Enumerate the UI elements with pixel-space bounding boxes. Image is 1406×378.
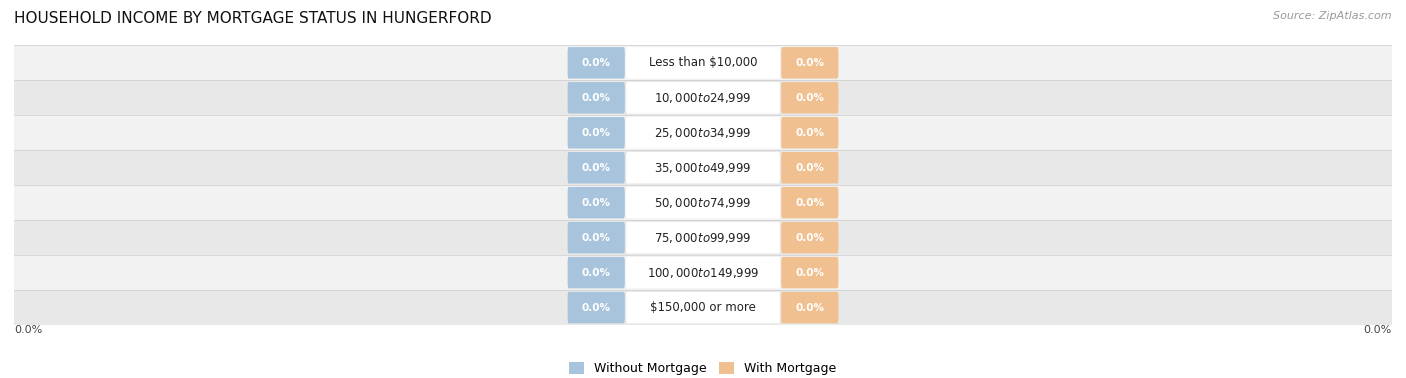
- Text: $100,000 to $149,999: $100,000 to $149,999: [647, 266, 759, 280]
- Text: Source: ZipAtlas.com: Source: ZipAtlas.com: [1274, 11, 1392, 21]
- FancyBboxPatch shape: [626, 117, 780, 149]
- FancyBboxPatch shape: [782, 152, 838, 183]
- Text: 0.0%: 0.0%: [582, 268, 610, 277]
- Bar: [14, 290, 1392, 325]
- Text: 0.0%: 0.0%: [796, 93, 824, 103]
- Bar: [14, 81, 1392, 115]
- FancyBboxPatch shape: [568, 292, 624, 323]
- FancyBboxPatch shape: [568, 152, 624, 183]
- FancyBboxPatch shape: [626, 222, 780, 253]
- Text: $25,000 to $34,999: $25,000 to $34,999: [654, 126, 752, 140]
- Text: 0.0%: 0.0%: [582, 233, 610, 243]
- FancyBboxPatch shape: [782, 222, 838, 253]
- FancyBboxPatch shape: [782, 82, 838, 113]
- Text: 0.0%: 0.0%: [796, 268, 824, 277]
- Text: 0.0%: 0.0%: [796, 233, 824, 243]
- Bar: [14, 220, 1392, 255]
- Text: Less than $10,000: Less than $10,000: [648, 56, 758, 69]
- FancyBboxPatch shape: [568, 117, 624, 149]
- Bar: [14, 150, 1392, 185]
- Text: 0.0%: 0.0%: [796, 163, 824, 173]
- Text: HOUSEHOLD INCOME BY MORTGAGE STATUS IN HUNGERFORD: HOUSEHOLD INCOME BY MORTGAGE STATUS IN H…: [14, 11, 492, 26]
- FancyBboxPatch shape: [626, 82, 780, 113]
- Text: 0.0%: 0.0%: [796, 303, 824, 313]
- Bar: [14, 255, 1392, 290]
- Bar: [14, 185, 1392, 220]
- FancyBboxPatch shape: [626, 152, 780, 183]
- Text: 0.0%: 0.0%: [14, 325, 42, 335]
- FancyBboxPatch shape: [782, 47, 838, 79]
- Text: 0.0%: 0.0%: [582, 303, 610, 313]
- FancyBboxPatch shape: [626, 257, 780, 288]
- FancyBboxPatch shape: [568, 257, 624, 288]
- Text: 0.0%: 0.0%: [796, 198, 824, 208]
- Text: $35,000 to $49,999: $35,000 to $49,999: [654, 161, 752, 175]
- FancyBboxPatch shape: [782, 117, 838, 149]
- FancyBboxPatch shape: [782, 257, 838, 288]
- FancyBboxPatch shape: [626, 292, 780, 323]
- Text: 0.0%: 0.0%: [796, 128, 824, 138]
- FancyBboxPatch shape: [782, 187, 838, 218]
- Bar: [14, 45, 1392, 81]
- Text: 0.0%: 0.0%: [1364, 325, 1392, 335]
- Text: 0.0%: 0.0%: [582, 93, 610, 103]
- Text: 0.0%: 0.0%: [582, 198, 610, 208]
- Text: 0.0%: 0.0%: [796, 58, 824, 68]
- Text: $50,000 to $74,999: $50,000 to $74,999: [654, 196, 752, 210]
- FancyBboxPatch shape: [568, 82, 624, 113]
- Text: 0.0%: 0.0%: [582, 128, 610, 138]
- Text: $10,000 to $24,999: $10,000 to $24,999: [654, 91, 752, 105]
- FancyBboxPatch shape: [568, 187, 624, 218]
- Text: 0.0%: 0.0%: [582, 163, 610, 173]
- Bar: [14, 115, 1392, 150]
- FancyBboxPatch shape: [568, 222, 624, 253]
- Text: 0.0%: 0.0%: [582, 58, 610, 68]
- FancyBboxPatch shape: [626, 187, 780, 218]
- Legend: Without Mortgage, With Mortgage: Without Mortgage, With Mortgage: [564, 357, 842, 378]
- FancyBboxPatch shape: [782, 292, 838, 323]
- FancyBboxPatch shape: [568, 47, 624, 79]
- Text: $150,000 or more: $150,000 or more: [650, 301, 756, 314]
- Text: $75,000 to $99,999: $75,000 to $99,999: [654, 231, 752, 245]
- FancyBboxPatch shape: [626, 47, 780, 79]
